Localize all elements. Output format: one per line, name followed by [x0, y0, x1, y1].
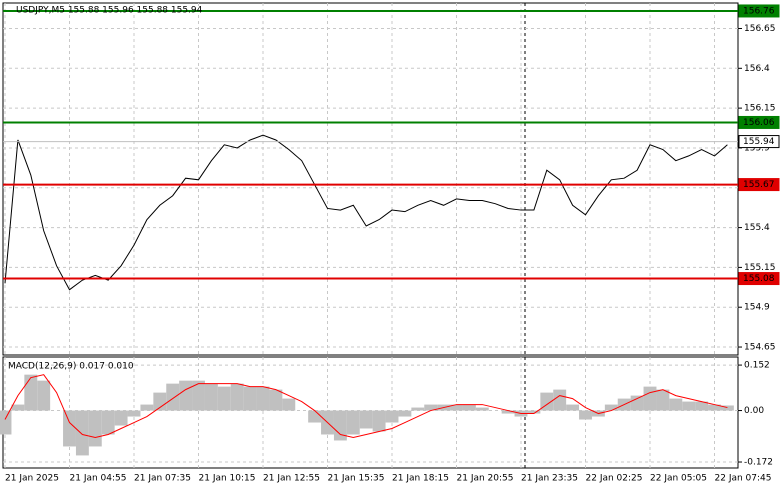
x-tick-label: 21 Jan 2025: [5, 474, 59, 484]
histogram-bar: [114, 410, 128, 426]
level-badge: [738, 178, 780, 192]
y-tick-label: 156.15: [744, 104, 776, 114]
histogram-bar: [179, 380, 193, 411]
histogram-bar: [166, 383, 180, 411]
histogram-bar: [450, 404, 463, 411]
histogram-bar: [398, 410, 412, 417]
histogram-bar: [282, 398, 296, 411]
histogram-bar: [359, 410, 373, 429]
y-tick-label: 0.00: [744, 406, 764, 416]
histogram-bar: [230, 383, 244, 411]
x-tick-label: 22 Jan 02:25: [586, 474, 643, 484]
histogram-bar: [669, 398, 683, 411]
histogram-bar: [346, 410, 360, 435]
level-label: 156.76: [743, 6, 775, 16]
histogram-bar: [475, 407, 489, 411]
x-tick-label: 22 Jan 07:45: [715, 474, 772, 484]
signal-line: [4, 374, 728, 438]
histogram-bar: [256, 386, 270, 411]
histogram-bar: [0, 410, 12, 435]
y-tick-label: 156.4: [744, 64, 770, 74]
histogram-bar: [75, 410, 89, 456]
histogram-bar: [333, 410, 347, 441]
histogram-bar: [527, 410, 541, 414]
histogram-bar: [540, 392, 554, 411]
histogram-bar: [424, 404, 438, 411]
level-label: 155.94: [743, 137, 775, 147]
y-tick-label: 154.9: [744, 303, 770, 313]
chart-title: USDJPY,M5 155.88 155.96 155.88 155.94: [16, 6, 203, 16]
x-tick-label: 21 Jan 10:15: [199, 474, 256, 484]
histogram-bar: [269, 389, 283, 411]
histogram-bar: [11, 404, 25, 411]
histogram-bar: [243, 386, 257, 411]
histogram-bar: [140, 404, 154, 411]
macd-title: MACD(12,26,9) 0.017 0.010: [8, 362, 134, 372]
histogram-bar: [656, 389, 670, 411]
x-tick-label: 21 Jan 20:55: [457, 474, 514, 484]
histogram-bar: [501, 410, 515, 414]
histogram-bar: [204, 383, 218, 411]
level-badge: [738, 4, 780, 18]
histogram-bar: [695, 401, 709, 411]
y-tick-label: 0.152: [744, 361, 770, 371]
y-tick-label: -0.172: [744, 458, 773, 468]
histogram-bar: [153, 392, 167, 411]
histogram-bar: [127, 410, 141, 417]
histogram-bar: [24, 374, 38, 411]
histogram-bar: [192, 380, 205, 411]
histogram-bar: [682, 401, 696, 411]
level-badge: [738, 135, 780, 149]
histogram-bar: [720, 405, 734, 411]
histogram-bar: [553, 389, 567, 411]
histogram-bar: [411, 407, 425, 411]
level-badge: [738, 272, 780, 286]
x-tick-label: 21 Jan 18:15: [392, 474, 449, 484]
histogram-bar: [604, 404, 618, 411]
level-label: 156.06: [743, 118, 775, 128]
histogram-bar: [579, 410, 592, 420]
x-tick-label: 21 Jan 12:55: [263, 474, 320, 484]
x-tick-label: 22 Jan 05:05: [650, 474, 707, 484]
histogram-bar: [37, 380, 51, 411]
y-tick-label: 155.4: [744, 223, 770, 233]
y-tick-label: 155.9: [744, 143, 770, 153]
y-tick-label: 155.15: [744, 263, 776, 273]
level-badge: [738, 115, 780, 129]
level-label: 155.67: [743, 180, 775, 190]
histogram-bar: [88, 410, 102, 447]
histogram-bar: [566, 404, 580, 411]
histogram-bar: [643, 386, 657, 411]
histogram-bar: [308, 410, 322, 423]
y-tick-label: 154.65: [744, 343, 776, 353]
histogram-bar: [708, 404, 721, 411]
layer: 21 Jan 2025 21 Jan 04:55 21 Jan 07:35 21 Ja…: [0, 3, 780, 484]
histogram-bar: [630, 395, 644, 411]
histogram-bar: [63, 410, 76, 447]
histogram-bar: [385, 410, 399, 423]
x-tick-label: 21 Jan 23:35: [521, 474, 578, 484]
x-tick-label: 21 Jan 07:35: [134, 474, 191, 484]
price-panel: [2, 2, 739, 356]
x-tick-label: 21 Jan 04:55: [70, 474, 127, 484]
histogram-bar: [217, 386, 231, 411]
x-tick-label: 21 Jan 15:35: [328, 474, 385, 484]
y-tick-label: 156.65: [744, 24, 776, 34]
histogram-bar: [462, 404, 476, 411]
histogram-bar: [372, 410, 386, 432]
histogram-bar: [101, 410, 115, 435]
level-label: 155.08: [743, 274, 775, 284]
